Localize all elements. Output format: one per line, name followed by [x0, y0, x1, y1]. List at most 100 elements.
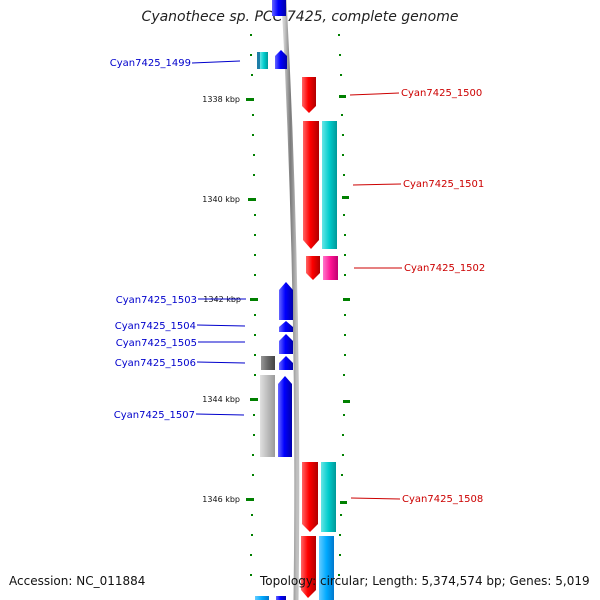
- label-cyan7425-1501[interactable]: Cyan7425_1501: [352, 179, 484, 190]
- right-major-tick: [343, 298, 350, 301]
- gene-bottom-red[interactable]: [301, 536, 316, 598]
- label-cyan7425-1504[interactable]: Cyan7425_1504: [115, 321, 246, 332]
- gene-1508[interactable]: [302, 462, 318, 532]
- gene-1505[interactable]: [279, 334, 293, 354]
- gene-label: Cyan7425_1501: [403, 179, 484, 190]
- gene-1502-pink[interactable]: [323, 256, 338, 280]
- gene-label: Cyan7425_1508: [402, 494, 483, 505]
- label-cyan7425-1502[interactable]: Cyan7425_1502: [354, 263, 485, 274]
- minor-tick: [339, 554, 341, 556]
- label-cyan7425-1499[interactable]: Cyan7425_1499: [110, 58, 241, 69]
- gene-1499[interactable]: [275, 50, 287, 69]
- label-cyan7425-1505[interactable]: Cyan7425_1505: [116, 338, 245, 349]
- gene-label: Cyan7425_1507: [114, 410, 195, 421]
- right-major-tick: [342, 196, 349, 199]
- gene-1500[interactable]: [302, 77, 316, 113]
- minor-tick: [342, 154, 344, 156]
- label-cyan7425-1503[interactable]: Cyan7425_1503: [116, 295, 246, 306]
- minor-tick: [253, 434, 255, 436]
- minor-tick: [254, 274, 256, 276]
- gene-1507[interactable]: [278, 376, 292, 457]
- minor-tick: [344, 274, 346, 276]
- minor-tick: [252, 454, 254, 456]
- scale-label: 1340 kbp: [202, 195, 240, 204]
- gene-1506-gray[interactable]: [261, 356, 275, 370]
- gene-1507-light[interactable]: [260, 375, 275, 457]
- minor-tick: [338, 574, 340, 576]
- minor-tick: [250, 54, 252, 56]
- minor-tick: [342, 454, 344, 456]
- minor-tick: [339, 534, 341, 536]
- minor-tick: [254, 214, 256, 216]
- minor-tick: [343, 174, 345, 176]
- gene-bottom-blue[interactable]: [276, 596, 286, 600]
- minor-tick: [342, 134, 344, 136]
- gene-label: Cyan7425_1502: [404, 263, 485, 274]
- minor-tick: [344, 334, 346, 336]
- minor-tick: [344, 314, 346, 316]
- gene-label: Cyan7425_1505: [116, 338, 197, 349]
- gene-1499-cyan[interactable]: [260, 52, 268, 69]
- scale-label: 1344 kbp: [202, 395, 240, 404]
- right-major-tick: [340, 501, 347, 504]
- minor-tick: [253, 174, 255, 176]
- gene-1499-stripe: [257, 52, 260, 69]
- topology-text: Topology: circular; Length: 5,374,574 bp…: [260, 574, 590, 588]
- minor-tick: [252, 474, 254, 476]
- minor-tick: [254, 334, 256, 336]
- label-cyan7425-1500[interactable]: Cyan7425_1500: [349, 88, 482, 99]
- label-cyan7425-1507[interactable]: Cyan7425_1507: [114, 410, 245, 421]
- genome-title: Cyanothece sp. PCC 7425, complete genome: [141, 9, 459, 25]
- minor-tick: [341, 474, 343, 476]
- gene-1508-cyan[interactable]: [321, 462, 336, 532]
- minor-tick: [254, 234, 256, 236]
- gene-1503[interactable]: [279, 282, 293, 320]
- gene-label: Cyan7425_1503: [116, 295, 197, 306]
- minor-tick: [250, 574, 252, 576]
- right-major-tick: [343, 400, 350, 403]
- minor-tick: [254, 374, 256, 376]
- minor-tick: [251, 74, 253, 76]
- scale-mark-1344: 1344 kbp: [202, 395, 258, 404]
- minor-tick: [251, 534, 253, 536]
- gene-1502[interactable]: [306, 256, 320, 280]
- left-tick-column: [250, 34, 256, 576]
- minor-tick: [341, 114, 343, 116]
- scale-label: 1346 kbp: [202, 495, 240, 504]
- gene-bottom-sky[interactable]: [255, 596, 269, 600]
- minor-tick: [344, 254, 346, 256]
- gene-label: Cyan7425_1499: [110, 58, 191, 69]
- gene-1501-cyan[interactable]: [322, 121, 337, 249]
- gene-bottom-sky-right[interactable]: [319, 536, 334, 600]
- gene-1504[interactable]: [279, 321, 293, 332]
- scale-label: 1338 kbp: [202, 95, 240, 104]
- minor-tick: [254, 314, 256, 316]
- gene-1506[interactable]: [279, 356, 293, 370]
- minor-tick: [344, 354, 346, 356]
- minor-tick: [254, 354, 256, 356]
- label-cyan7425-1508[interactable]: Cyan7425_1508: [350, 494, 483, 505]
- minor-tick: [344, 234, 346, 236]
- scale-mark-1338: 1338 kbp: [202, 95, 254, 104]
- gene-label: Cyan7425_1506: [115, 358, 196, 369]
- right-tick-column: [338, 34, 346, 576]
- scale-mark-1346: 1346 kbp: [202, 495, 254, 504]
- minor-tick: [340, 74, 342, 76]
- minor-tick: [338, 34, 340, 36]
- minor-tick: [254, 254, 256, 256]
- minor-tick: [252, 114, 254, 116]
- minor-tick: [251, 514, 253, 516]
- label-cyan7425-1506[interactable]: Cyan7425_1506: [115, 358, 246, 369]
- minor-tick: [252, 134, 254, 136]
- minor-tick: [250, 34, 252, 36]
- gene-label: Cyan7425_1504: [115, 321, 196, 332]
- gene-top-blue[interactable]: [272, 0, 286, 16]
- minor-tick: [343, 214, 345, 216]
- scale-mark-1340: 1340 kbp: [202, 195, 256, 204]
- minor-tick: [253, 414, 255, 416]
- minor-tick: [343, 414, 345, 416]
- gene-1501[interactable]: [303, 121, 319, 249]
- minor-tick: [340, 514, 342, 516]
